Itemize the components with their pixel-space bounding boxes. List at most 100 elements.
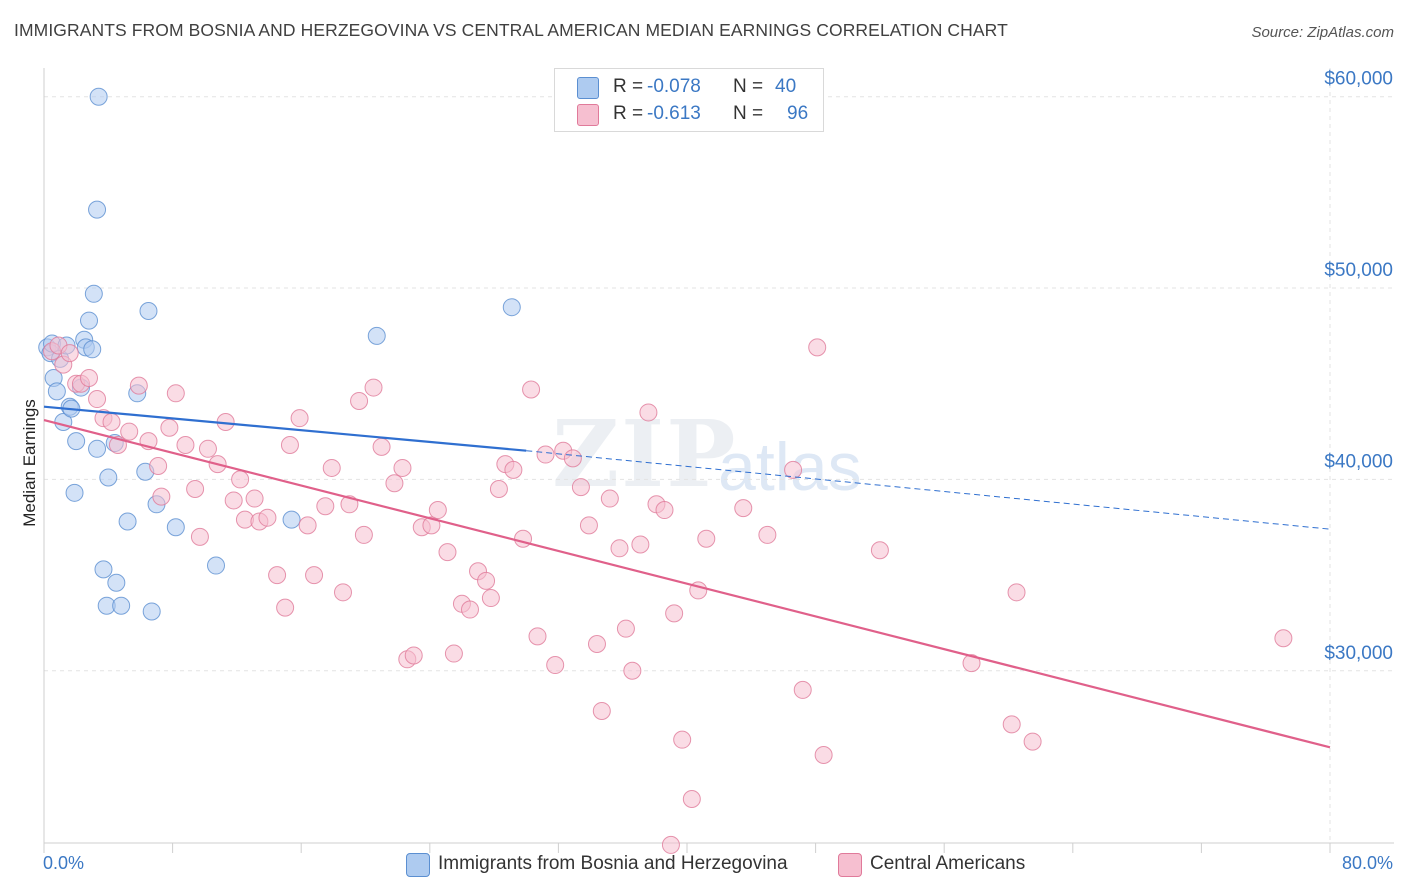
data-point [571, 478, 590, 497]
series-legend: Immigrants from Bosnia and Herzegovina C… [0, 851, 1406, 879]
legend-swatch-central-american [838, 853, 862, 877]
data-point [372, 437, 391, 456]
data-point [477, 571, 496, 590]
data-point [563, 449, 582, 468]
data-point [340, 495, 359, 514]
y-tick-labels: $30,000 $40,000 $50,000 $60,000 [1324, 69, 1393, 664]
data-point [385, 474, 404, 493]
data-point [88, 439, 107, 458]
data-point [198, 439, 217, 458]
grid-lines [44, 68, 1394, 843]
data-point [428, 501, 447, 520]
data-point [808, 338, 827, 357]
data-point [522, 380, 541, 399]
data-point [354, 525, 373, 544]
data-point [298, 516, 317, 535]
series-central-american-points [43, 336, 1293, 854]
chart-title: IMMIGRANTS FROM BOSNIA AND HERZEGOVINA V… [14, 20, 1008, 40]
data-point [65, 483, 84, 502]
data-point [514, 529, 533, 548]
data-point [350, 391, 369, 410]
data-point [536, 445, 555, 464]
data-point [665, 604, 684, 623]
legend-row-central-american: R = -0.613 N = 96 [555, 101, 823, 127]
data-point [231, 470, 250, 489]
trend-line-central-american [43, 419, 1331, 749]
y-tick-label: $30,000 [1324, 643, 1393, 664]
data-point [60, 344, 79, 363]
data-point [814, 745, 833, 764]
r-label: R = [613, 103, 644, 124]
data-point [793, 680, 812, 699]
data-point [631, 535, 650, 554]
data-point [444, 644, 463, 663]
data-point [80, 311, 99, 330]
correlation-legend: R = -0.078 N = 40 R = -0.613 N = 96 [554, 68, 824, 132]
data-point [316, 497, 335, 516]
data-point [142, 602, 161, 621]
data-point [83, 340, 102, 359]
data-point [322, 458, 341, 477]
legend-swatch-bosnia [577, 77, 599, 99]
y-axis-title: Median Earnings [20, 399, 39, 527]
data-point [367, 326, 386, 345]
data-point [129, 376, 148, 395]
data-point [139, 302, 158, 321]
legend-swatch-central-american [577, 104, 599, 126]
legend-label-central-american: Central Americans [870, 853, 1026, 874]
data-point [1002, 715, 1021, 734]
data-point [84, 284, 103, 303]
data-point [592, 701, 611, 720]
data-point [587, 634, 606, 653]
n-label: N = [733, 76, 764, 97]
x-tick-labels: 0.0% 80.0% [43, 853, 1393, 873]
data-point [207, 556, 226, 575]
data-point [89, 87, 108, 106]
data-point [176, 435, 195, 454]
data-point [152, 487, 171, 506]
data-point [88, 200, 107, 219]
data-point [333, 583, 352, 602]
data-point [489, 479, 508, 498]
data-point [118, 512, 137, 531]
n-value: 40 [775, 76, 797, 97]
series-bosnia-points [38, 87, 521, 621]
data-point [962, 654, 981, 673]
data-point [268, 566, 287, 585]
data-point [120, 422, 139, 441]
n-label: N = [733, 103, 764, 124]
data-point [282, 510, 301, 529]
data-point [258, 508, 277, 527]
data-point [546, 656, 565, 675]
data-point [67, 432, 86, 451]
data-point [160, 418, 179, 437]
data-point [186, 479, 205, 498]
data-point [600, 489, 619, 508]
data-point [280, 435, 299, 454]
y-tick-label: $40,000 [1324, 451, 1393, 472]
data-point [784, 460, 803, 479]
x-tick-label: 0.0% [43, 853, 84, 873]
data-point [404, 646, 423, 665]
y-tick-label: $60,000 [1324, 69, 1393, 90]
data-point [639, 403, 658, 422]
r-label: R = [613, 76, 644, 97]
data-point [393, 458, 412, 477]
data-point [734, 499, 753, 518]
data-point [149, 457, 168, 476]
data-point [112, 596, 131, 615]
data-point [190, 527, 209, 546]
data-point [276, 598, 295, 617]
data-point [245, 489, 264, 508]
data-point [422, 516, 441, 535]
data-point [504, 460, 523, 479]
data-point [224, 491, 243, 510]
data-point [88, 390, 107, 409]
data-point [166, 384, 185, 403]
data-point [481, 589, 500, 608]
data-point [102, 413, 121, 432]
data-point [1274, 629, 1293, 648]
data-point [99, 468, 118, 487]
legend-swatch-bosnia [406, 853, 430, 877]
